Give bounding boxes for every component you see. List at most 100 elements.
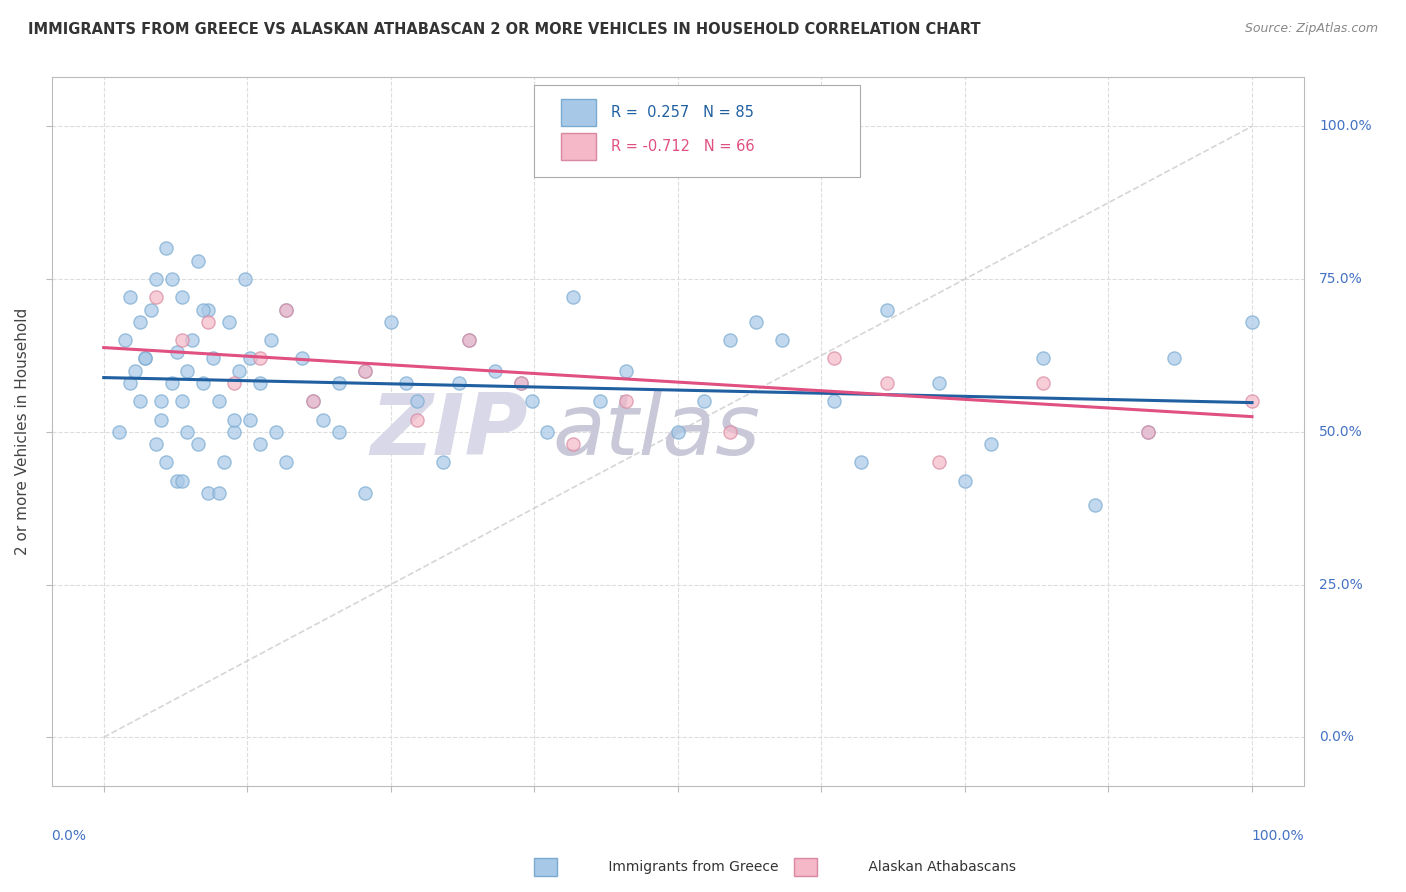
Point (129, 315, 152, 329)
Y-axis label: 2 or more Vehicles in Household: 2 or more Vehicles in Household (15, 308, 30, 556)
Point (876, 376, 898, 390)
Point (176, 364, 198, 378)
Point (155, 455, 177, 469)
Point (447, 376, 470, 390)
Point (276, 302, 298, 317)
Point (249, 376, 271, 390)
Point (129, 394, 152, 409)
Point (353, 364, 375, 378)
Point (239, 412, 262, 426)
Point (249, 437, 271, 451)
Point (406, 394, 429, 409)
Point (718, 333, 741, 347)
Point (1398, 394, 1406, 409)
Point (239, 351, 262, 366)
Point (191, 302, 214, 317)
Point (1240, 315, 1263, 329)
Point (191, 376, 214, 390)
Point (139, 302, 162, 317)
Point (202, 351, 225, 366)
Point (176, 425, 198, 439)
Point (562, 290, 585, 304)
Point (745, 315, 768, 329)
Point (1163, 351, 1185, 366)
Point (134, 351, 156, 366)
Point (155, 242, 177, 256)
Point (145, 272, 167, 286)
Text: IMMIGRANTS FROM GREECE VS ALASKAN ATHABASCAN 2 OR MORE VEHICLES IN HOUSEHOLD COR: IMMIGRANTS FROM GREECE VS ALASKAN ATHABA… (28, 22, 981, 37)
Point (118, 290, 141, 304)
Point (207, 486, 229, 500)
Point (980, 437, 1002, 451)
Bar (561, 99, 596, 126)
Point (823, 351, 845, 366)
Point (928, 376, 950, 390)
Point (224, 412, 246, 426)
Point (1084, 498, 1107, 512)
Point (207, 394, 229, 409)
Point (166, 345, 188, 359)
Text: 0.0%: 0.0% (52, 829, 87, 843)
Point (145, 437, 167, 451)
Point (124, 364, 146, 378)
Text: R = -0.712   N = 66: R = -0.712 N = 66 (612, 138, 755, 153)
Point (228, 364, 250, 378)
Point (395, 376, 418, 390)
Point (1032, 376, 1054, 390)
Point (928, 455, 950, 469)
Point (118, 376, 141, 390)
Point (145, 290, 167, 304)
Point (312, 412, 335, 426)
Point (108, 425, 131, 439)
Point (510, 376, 533, 390)
Point (260, 333, 283, 347)
Point (458, 333, 481, 347)
Text: Immigrants from Greece: Immigrants from Greece (534, 860, 779, 874)
Point (181, 333, 204, 347)
Point (170, 333, 193, 347)
Point (233, 272, 256, 286)
Point (170, 474, 193, 488)
Point (562, 437, 585, 451)
Point (953, 474, 976, 488)
Point (380, 315, 402, 329)
Point (276, 302, 298, 317)
Point (160, 272, 183, 286)
Point (876, 302, 898, 317)
Text: ZIP: ZIP (370, 391, 527, 474)
Text: 75.0%: 75.0% (1319, 272, 1362, 286)
Point (166, 474, 188, 488)
Point (187, 253, 209, 268)
Point (693, 394, 716, 409)
Text: 25.0%: 25.0% (1319, 577, 1362, 591)
Point (458, 333, 481, 347)
Point (823, 394, 845, 409)
Point (614, 364, 637, 378)
Point (212, 455, 235, 469)
Point (770, 333, 793, 347)
Bar (561, 133, 596, 160)
Point (666, 425, 689, 439)
Text: 50.0%: 50.0% (1319, 425, 1362, 439)
Point (187, 437, 209, 451)
Point (849, 455, 872, 469)
Point (264, 425, 287, 439)
Point (150, 394, 173, 409)
Point (353, 364, 375, 378)
Point (353, 486, 375, 500)
Point (224, 376, 246, 390)
Point (197, 486, 219, 500)
Text: 100.0%: 100.0% (1319, 120, 1372, 133)
Text: atlas: atlas (553, 391, 761, 474)
Point (134, 351, 156, 366)
Point (406, 412, 429, 426)
Point (301, 394, 323, 409)
Point (484, 364, 506, 378)
Point (718, 425, 741, 439)
Point (160, 376, 183, 390)
Point (614, 394, 637, 409)
Point (276, 455, 298, 469)
Point (197, 315, 219, 329)
Point (1032, 351, 1054, 366)
Point (536, 425, 558, 439)
